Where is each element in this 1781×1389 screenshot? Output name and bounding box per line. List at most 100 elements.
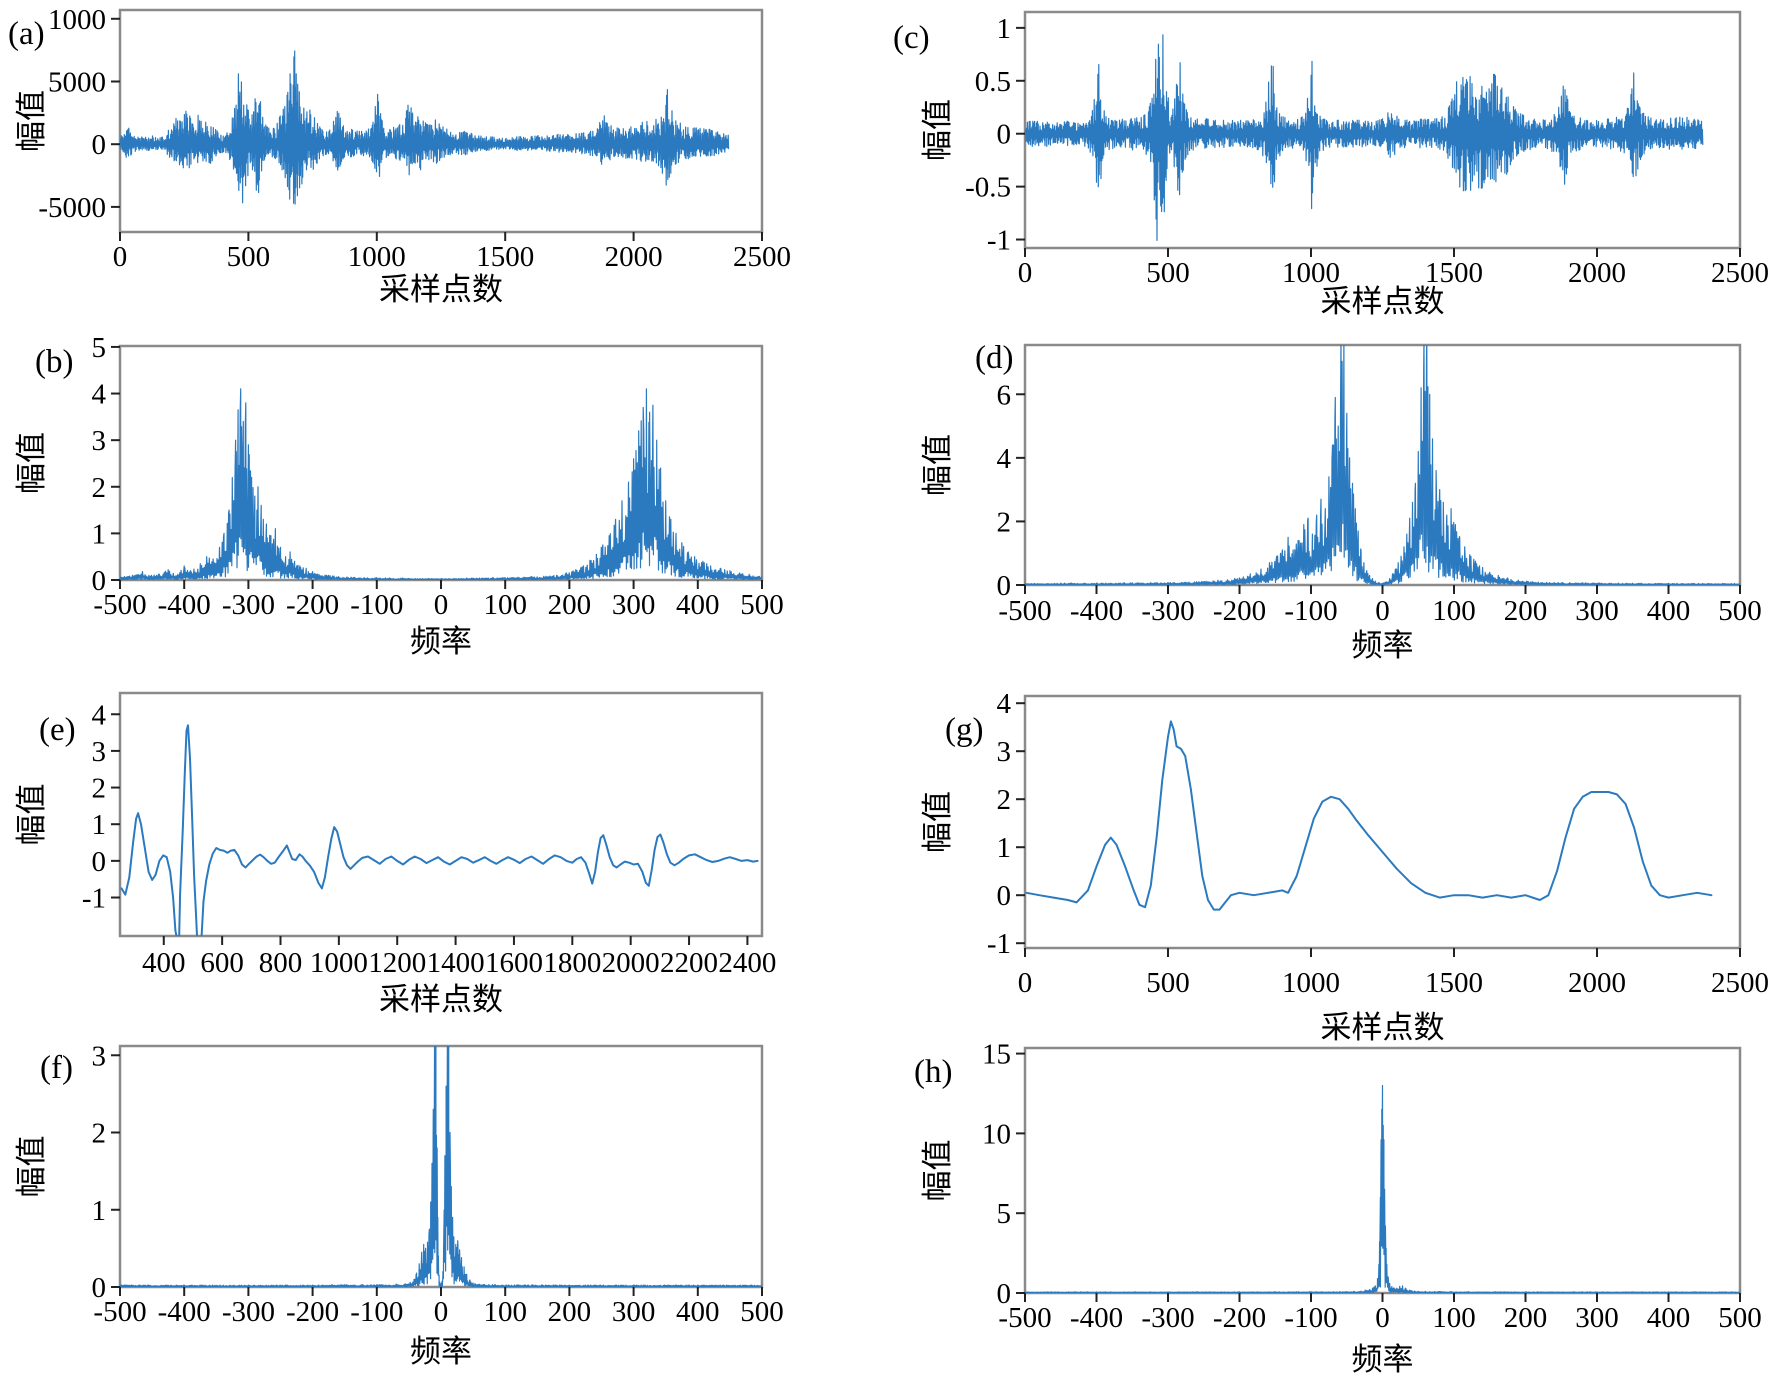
waveform-g	[1025, 720, 1713, 911]
x-tick-label: -300	[1141, 595, 1194, 627]
x-tick-label: 0	[113, 241, 128, 273]
x-tick-label: 1800	[543, 947, 601, 979]
y-tick-label: 0	[997, 880, 1012, 912]
y-tick-label: 2	[997, 506, 1012, 538]
panel-letter: (e)	[39, 712, 76, 748]
x-tick-label: 500	[1146, 967, 1190, 999]
x-tick-label: -400	[1070, 595, 1123, 627]
x-tick-label: 1600	[485, 947, 543, 979]
x-tick-label: 2500	[1711, 257, 1769, 289]
x-tick-label: -400	[1070, 1302, 1123, 1334]
y-tick-label: 3	[92, 425, 107, 457]
x-tick-label: 500	[1146, 257, 1190, 289]
panel-letter: (f)	[40, 1050, 73, 1086]
y-tick-label: 1	[92, 1195, 107, 1227]
waveform-e	[120, 724, 759, 936]
x-tick-label: 600	[200, 947, 244, 979]
y-tick-label: -1	[82, 883, 106, 915]
x-tick-label: 2000	[1568, 257, 1626, 289]
x-tick-label: 0	[434, 589, 449, 621]
x-tick-label: -300	[222, 1296, 275, 1328]
x-tick-label: -100	[1284, 1302, 1337, 1334]
x-axis-title: 采样点数	[1321, 1010, 1445, 1045]
x-tick-label: 400	[142, 947, 186, 979]
plot-border	[1023, 343, 1742, 587]
x-tick-label: -200	[286, 1296, 339, 1328]
panel-h: -500 -400 -300 -200 -100 0 100 200 300 400 500 0 5 10…	[914, 1039, 1762, 1377]
panel-letter: (d)	[975, 340, 1013, 376]
x-tick-label: 200	[548, 1296, 592, 1328]
x-axis-title: 频率	[410, 624, 472, 659]
waveform-f	[120, 1046, 762, 1287]
waveform-a	[120, 50, 730, 205]
x-tick-label: -100	[350, 589, 403, 621]
y-tick-label: 3	[997, 736, 1012, 768]
x-axis-title: 频率	[410, 1334, 472, 1369]
x-tick-label: 300	[612, 1296, 656, 1328]
panel-letter: (c)	[893, 20, 930, 56]
x-tick-label: 1400	[427, 947, 485, 979]
y-axis-title: 幅值	[14, 784, 49, 846]
x-tick-label: 0	[1018, 967, 1033, 999]
panel-f: -500 -400 -300 -200 -100 0 100 200 300 400 500 0 1 2 3…	[14, 1040, 784, 1369]
y-tick-label: 2	[92, 472, 107, 504]
y-tick-label: -0.5	[965, 172, 1011, 204]
x-tick-label: 2200	[660, 947, 718, 979]
x-axis-title: 频率	[1352, 1342, 1414, 1377]
x-axis-title: 采样点数	[379, 272, 503, 307]
y-tick-label: 0	[92, 1272, 107, 1304]
x-tick-label: 400	[1647, 595, 1691, 627]
x-tick-label: -500	[93, 589, 146, 621]
x-tick-label: 1000	[348, 241, 406, 273]
y-tick-label: -5000	[38, 192, 106, 224]
y-tick-label: 0	[92, 565, 107, 597]
x-tick-label: 0	[1375, 1302, 1390, 1334]
y-axis-title: 幅值	[920, 1140, 955, 1202]
x-tick-label: 200	[548, 589, 592, 621]
x-tick-label: 1500	[1425, 967, 1483, 999]
x-tick-label: 500	[740, 589, 784, 621]
y-axis-title: 幅值	[920, 434, 955, 496]
y-tick-label: 6	[997, 379, 1012, 411]
y-tick-label: 0	[997, 119, 1012, 151]
y-tick-label: 2	[92, 773, 107, 805]
y-tick-label: 0	[92, 846, 107, 878]
y-tick-label: 1000	[48, 4, 106, 36]
x-tick-label: 400	[676, 589, 720, 621]
y-tick-label: 1	[92, 809, 107, 841]
x-tick-label: 200	[1504, 595, 1548, 627]
y-tick-label: 2	[92, 1118, 107, 1150]
x-tick-label: 2000	[1568, 967, 1626, 999]
x-tick-label: -300	[1141, 1302, 1194, 1334]
x-tick-label: 400	[1647, 1302, 1691, 1334]
x-tick-label: 800	[259, 947, 303, 979]
waveform-h	[1025, 1084, 1740, 1293]
x-tick-label: 1200	[368, 947, 426, 979]
x-tick-label: -100	[1284, 595, 1337, 627]
x-tick-label: 1000	[1282, 967, 1340, 999]
y-axis-title: 幅值	[14, 90, 49, 152]
panel-c: 0 500 1000 1500 2000 2500 -1 -0.5 0 0.5 1 采样点数 幅值 (c)	[893, 10, 1769, 319]
y-tick-label: 2	[997, 784, 1012, 816]
y-axis-title: 幅值	[920, 791, 955, 853]
x-tick-label: 300	[1575, 1302, 1619, 1334]
x-tick-label: 2000	[605, 241, 663, 273]
y-tick-label: 5	[92, 332, 107, 364]
panel-a: 0 500 1000 1500 2000 2500-5000050001000采样点数幅值…	[8, 4, 791, 307]
y-tick-label: 4	[92, 699, 107, 731]
panel-d: -500 -400 -300 -200 -100 0 100 200 300 400 500 0 2 4 6…	[920, 340, 1762, 663]
plot-border	[118, 8, 764, 234]
y-tick-label: 1	[92, 518, 107, 550]
x-axis-title: 采样点数	[1321, 284, 1445, 319]
y-axis-title: 幅值	[14, 432, 49, 494]
x-tick-label: 2000	[602, 947, 660, 979]
x-tick-label: 1000	[1282, 257, 1340, 289]
y-tick-label: 3	[92, 736, 107, 768]
x-axis-title: 频率	[1352, 628, 1414, 663]
x-tick-label: -500	[998, 1302, 1051, 1334]
plot-border	[1023, 10, 1742, 250]
waveform-d	[1025, 345, 1740, 585]
